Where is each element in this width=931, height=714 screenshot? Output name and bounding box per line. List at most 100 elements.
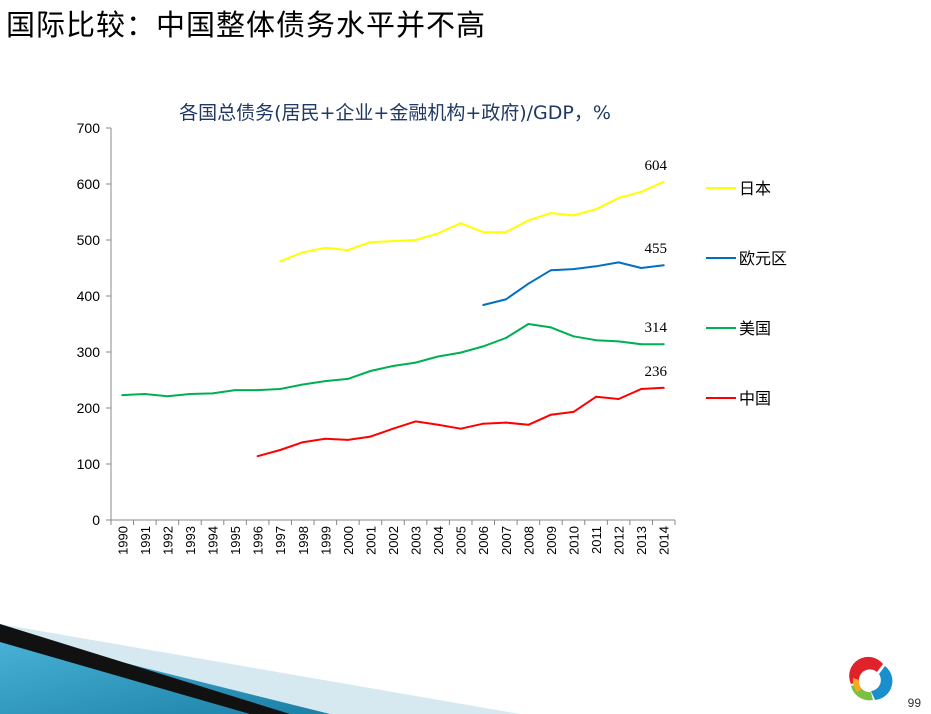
data-point [392,427,394,430]
data-point [504,337,507,339]
data-point [414,239,417,241]
data-point [482,422,485,425]
data-point [301,383,304,386]
slide-title: 国际比较：中国整体债务水平并不高 [6,8,487,42]
legend-label-1: 欧元区 [739,249,787,268]
legend-label-2: 美国 [739,319,771,338]
chart-title: 各国总债务(居民+企业+金融机构+政府)/GDP，% [179,102,611,124]
page-number: 99 [907,696,921,710]
data-point [640,343,643,346]
y-tick-label: 0 [92,512,100,528]
y-tick-label: 500 [77,232,101,248]
data-point [549,269,552,272]
data-point [414,420,417,423]
x-tick-label: 2005 [454,526,469,555]
y-tick-label: 600 [77,176,101,192]
data-point [211,392,214,395]
x-tick-label: 2013 [634,526,649,555]
y-tick-label: 700 [77,120,101,136]
x-tick-label: 1995 [228,526,243,555]
x-tick-label: 2003 [409,526,424,555]
x-tick-label: 2008 [521,526,536,555]
data-point [662,180,665,183]
x-tick-label: 1998 [296,526,311,555]
x-tick-label: 2007 [499,526,514,555]
y-tick-label: 200 [77,400,101,416]
series-line-0 [279,180,665,263]
data-point [369,370,372,373]
y-tick-label: 100 [77,456,101,472]
data-point [595,208,598,211]
data-point [482,345,485,348]
data-point [459,427,462,430]
chart-axes: 0 100 200 300 400 500 600 700 1990 1991 1992 1993 19… [77,120,676,555]
data-point [549,212,552,215]
data-point [640,267,643,269]
x-tick-label: 2009 [544,526,559,555]
data-point [324,246,327,249]
data-point [504,298,507,301]
x-tick-label: 2002 [386,526,401,555]
data-point [617,197,620,199]
data-point [549,413,552,416]
data-point [256,455,259,458]
data-point [324,380,327,383]
decorative-banner [0,624,520,714]
legend-label-0: 日本 [739,179,771,198]
data-point [437,355,440,358]
data-point [324,437,327,440]
y-tick-label: 300 [77,344,101,360]
data-point [301,251,304,254]
data-point [166,395,169,398]
x-tick-label: 1997 [273,526,288,555]
company-logo [849,656,893,701]
x-tick-label: 2001 [363,526,378,555]
data-point [595,395,598,398]
legend-label-3: 中国 [739,389,771,408]
data-point [617,340,620,343]
data-point [301,441,304,444]
x-tick-label: 2010 [566,526,581,555]
data-point [617,398,620,401]
data-point [256,389,259,392]
data-point [482,303,485,306]
data-point [459,351,462,354]
data-point [504,231,507,234]
data-point [640,387,643,390]
x-tick-label: 2011 [589,526,604,554]
data-point [572,214,575,217]
data-point [459,222,462,225]
series-line-3 [257,386,664,458]
x-tick-label: 1996 [251,526,266,555]
data-point [234,389,237,392]
data-point [504,421,507,424]
data-point [369,435,372,438]
data-point [346,438,349,441]
data-point [392,240,394,243]
data-point [572,268,575,271]
x-tick-label: 1993 [183,526,198,555]
data-point [369,241,372,244]
data-point [392,365,394,367]
x-tick-label: 2000 [341,526,356,555]
data-point [414,361,417,364]
data-point [527,423,530,426]
data-point [572,335,575,338]
data-point [617,261,620,264]
data-point [662,343,665,346]
x-tick-label: 1992 [160,526,175,555]
x-tick-label: 2004 [431,526,446,555]
data-point [346,249,349,252]
data-point [527,323,530,325]
data-point [121,394,124,397]
data-label-3: 236 [644,364,667,380]
series-line-2 [122,323,664,398]
data-point [279,387,282,390]
data-point [527,282,530,285]
x-tick-label: 1991 [138,526,153,555]
x-tick-label: 2012 [612,526,627,555]
data-label-1: 455 [644,241,667,257]
x-tick-label: 1994 [206,526,221,555]
